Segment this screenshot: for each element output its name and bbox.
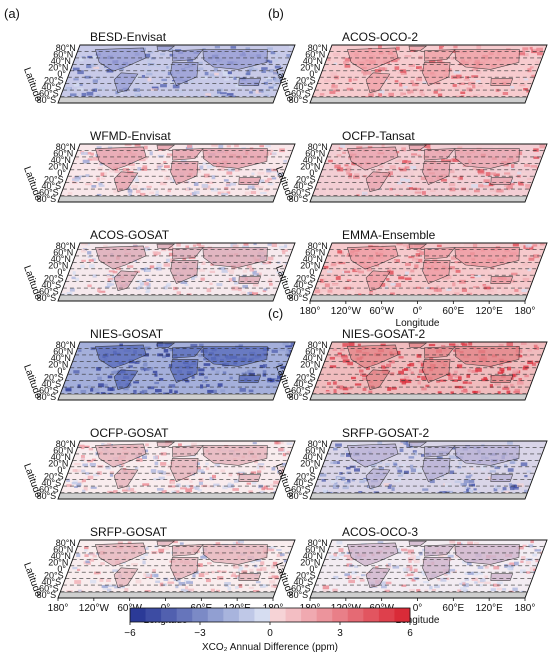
colorbar-tick-label: 3 [337,628,343,639]
colorbar-swatch [286,608,302,622]
latitude-axis-label: Latitude [21,561,44,599]
colorbar-swatch [192,608,208,622]
colorbar-swatch [332,608,348,622]
map-panel-nies_gosat: NIES-GOSAT 80°N60°N40°N20°N0°20°S40°S60°S… [21,327,297,403]
latitude-axis-label: Latitude [21,462,44,500]
map-panel-srfp_gosat2: SRFP-GOSAT-280°N60°N40°N20°N0°20°S40°S60… [273,426,547,501]
map-title: NIES-GOSAT [90,327,164,341]
colorbar-swatch [239,608,255,622]
map-title: EMMA-Ensemble [342,228,436,242]
lon-tick-label: 0° [413,306,423,317]
colorbar-tick-label: −6 [124,628,136,639]
map-title: SRFP-GOSAT [90,525,168,539]
map-panel-acos_oco2: ACOS-OCO-280°N60°N40°N20°N0°20°S40°S60°S… [273,30,547,105]
lon-tick-label: 180° [515,603,536,614]
latitude-axis-label: Latitude [21,165,44,203]
colorbar-swatch [208,608,224,622]
colorbar-swatch [270,608,286,622]
colorbar-tick-label: 0 [267,628,273,639]
colorbar-swatch [177,608,193,622]
lon-tick-label: 60°E [442,603,464,614]
colorbar-swatch [223,608,239,622]
lon-tick-label: 120°E [475,603,503,614]
lon-tick-label: 120°E [475,306,503,317]
lon-tick-label: 60°E [442,306,464,317]
colorbar-swatch [394,608,410,622]
panel-label: (b) [268,6,284,21]
map-panel-acos_gosat: ACOS-GOSAT80°N60°N40°N20°N0°20°S40°S60°S… [21,228,295,304]
map-title: ACOS-OCO-2 [342,30,418,44]
map-title: OCFP-GOSAT [90,426,169,440]
colorbar-swatch [317,608,333,622]
lon-tick-label: 180° [48,603,69,614]
colorbar-swatch [348,608,364,622]
map-panel-emma: EMMA-Ensemble80°N60°N40°N20°N0°20°S40°S6… [273,228,547,329]
colorbar-swatch [301,608,317,622]
colorbar: −6 −3 0 3 6 XCO₂ Annual Difference (ppm) [124,608,413,653]
map-title: ACOS-OCO-3 [342,525,418,539]
lon-tick-label: 60°W [369,306,394,317]
map-title: NIES-GOSAT-2 [342,327,425,341]
map-title: ACOS-GOSAT [90,228,170,242]
map-title: SRFP-GOSAT-2 [342,426,429,440]
map-panel-besd: BESD-Envisat80°N60°N40°N20°N0°20°S40°S60… [21,30,295,106]
latitude-axis-label: Latitude [21,363,44,401]
latitude-axis-label: Latitude [21,264,44,302]
colorbar-swatch [363,608,379,622]
colorbar-tick-label: 6 [407,628,413,639]
panel-label: (a) [4,6,20,21]
colorbar-swatch [379,608,395,622]
lon-tick-label: 120°W [79,603,110,614]
colorbar-swatch [146,608,162,622]
colorbar-swatch [130,608,146,622]
panel-label: (c) [268,306,283,321]
lon-tick-label: 180° [515,306,536,317]
colorbar-tick-label: −3 [194,628,206,639]
lon-tick-label: 0° [413,603,423,614]
latitude-axis-label: Latitude [21,66,44,104]
map-panel-wfmd: WFMD-Envisat 80°N60°N40°N20°N0°20°S40°S60… [21,129,295,205]
map-title: WFMD-Envisat [90,129,171,143]
map-panel-ocfp_tansat: OCFP-Tansat80°N60°N40°N20°N0°20°S40°S60°… [273,129,549,204]
lon-tick-label: 180° [300,306,321,317]
colorbar-swatch [254,608,270,622]
map-title: OCFP-Tansat [342,129,415,143]
colorbar-title: XCO₂ Annual Difference (ppm) [202,642,338,653]
map-panel-nies_gosat2: NIES-GOSAT-2 80°N60°N40°N20°N0°20°S40°S60… [273,327,547,403]
lon-tick-label: 120°W [331,306,362,317]
map-title: BESD-Envisat [90,30,167,44]
map-panel-ocfp_gosat: OCFP-GOSAT 80°N60°N40°N20°N0°20°S40°S60°S… [21,426,295,502]
colorbar-swatch [161,608,177,622]
